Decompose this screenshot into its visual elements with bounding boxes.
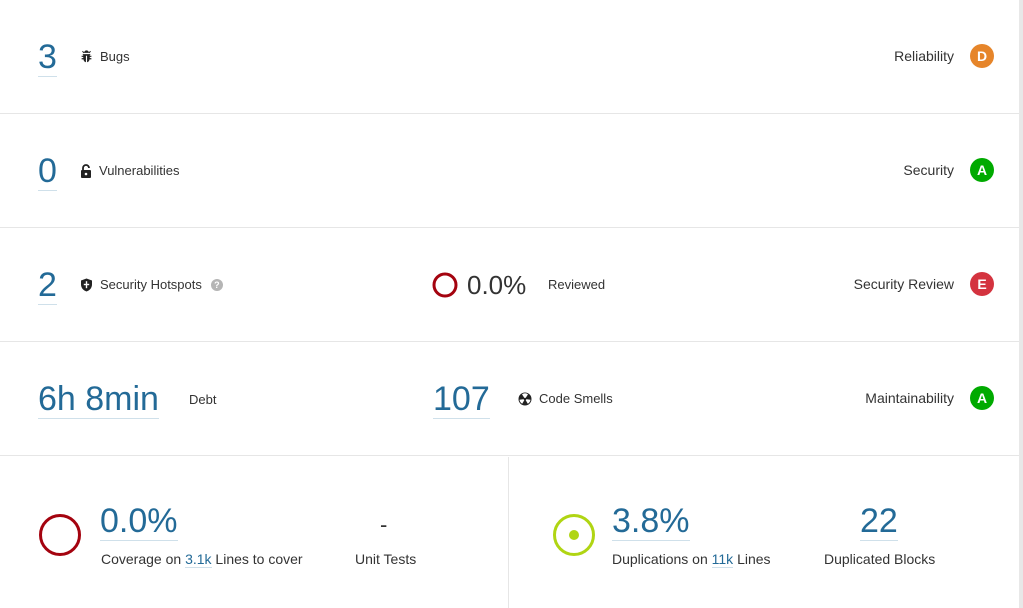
coverage-ring-icon	[38, 513, 82, 562]
bugs-count-link[interactable]: 3	[38, 38, 57, 77]
duplicated-blocks-link[interactable]: 22	[860, 502, 898, 541]
debt-label: Debt	[189, 392, 217, 407]
security-rating-group: Security A	[903, 158, 994, 182]
help-icon[interactable]: ?	[210, 278, 223, 291]
reliability-row: 3 Bugs Reliability D	[0, 0, 1019, 114]
hotspots-label: Security Hotspots ?	[80, 277, 223, 292]
security-rating-label: Security	[903, 162, 954, 178]
security-row: 0 Vulnerabilities Security A	[0, 114, 1019, 228]
bug-icon	[80, 50, 93, 63]
reliability-rating-label: Reliability	[894, 48, 954, 64]
hotspots-label-text: Security Hotspots	[100, 277, 202, 292]
coverage-lines-link[interactable]: 3.1k	[185, 551, 212, 568]
unit-tests-label: Unit Tests	[355, 551, 417, 567]
radiation-icon	[518, 392, 532, 406]
duplications-ring-icon	[552, 513, 596, 562]
vulnerabilities-label: Vulnerabilities	[80, 163, 179, 178]
coverage-label-suffix: Lines to cover	[215, 551, 303, 567]
vulnerabilities-count-link[interactable]: 0	[38, 152, 57, 191]
code-smells-count-link[interactable]: 107	[433, 380, 490, 419]
duplications-label-suffix: Lines	[737, 551, 771, 567]
vulnerabilities-label-text: Vulnerabilities	[99, 163, 180, 178]
scrollbar-track[interactable]	[1019, 0, 1023, 608]
bugs-label-text: Bugs	[100, 49, 130, 64]
bottom-divider	[508, 457, 509, 608]
security-rating-badge[interactable]: A	[970, 158, 994, 182]
reliability-rating-badge[interactable]: D	[970, 44, 994, 68]
shield-icon	[80, 278, 93, 292]
maintainability-rating-label: Maintainability	[865, 390, 954, 406]
lock-icon	[80, 163, 92, 178]
debt-link[interactable]: 6h 8min	[38, 380, 159, 419]
reliability-rating-group: Reliability D	[894, 44, 994, 68]
bugs-label: Bugs	[80, 49, 130, 64]
security-review-rating-badge[interactable]: E	[970, 272, 994, 296]
coverage-label-prefix: Coverage on	[101, 551, 182, 567]
coverage-duplications-section: 0.0% Coverage on 3.1k Lines to cover - U…	[0, 457, 1019, 608]
hotspots-row: 2 Security Hotspots ? 0.0% Reviewed Secu…	[0, 228, 1019, 342]
duplicated-blocks-label: Duplicated Blocks	[824, 551, 936, 567]
code-smells-label-text: Code Smells	[539, 391, 613, 406]
maintainability-row: 6h 8min Debt 107 Code Smells Maintainabi…	[0, 342, 1019, 456]
duplications-label: Duplications on 11k Lines	[612, 551, 771, 568]
duplications-lines-link[interactable]: 11k	[711, 551, 734, 568]
security-review-rating-label: Security Review	[853, 276, 954, 292]
reviewed-label: Reviewed	[548, 277, 606, 292]
reviewed-percent-link[interactable]: 0.0%	[467, 270, 527, 300]
security-review-rating-group: Security Review E	[854, 272, 994, 296]
maintainability-rating-group: Maintainability A	[865, 386, 994, 410]
duplications-label-prefix: Duplications on	[612, 551, 708, 567]
maintainability-rating-badge[interactable]: A	[970, 386, 994, 410]
unit-tests-value[interactable]: -	[380, 512, 388, 537]
duplications-percent-link[interactable]: 3.8%	[612, 502, 690, 541]
code-smells-label: Code Smells	[518, 391, 613, 406]
hotspots-count-link[interactable]: 2	[38, 266, 57, 305]
coverage-label: Coverage on 3.1k Lines to cover	[101, 551, 303, 568]
reviewed-ring-icon	[432, 272, 458, 303]
coverage-percent-link[interactable]: 0.0%	[100, 502, 178, 541]
